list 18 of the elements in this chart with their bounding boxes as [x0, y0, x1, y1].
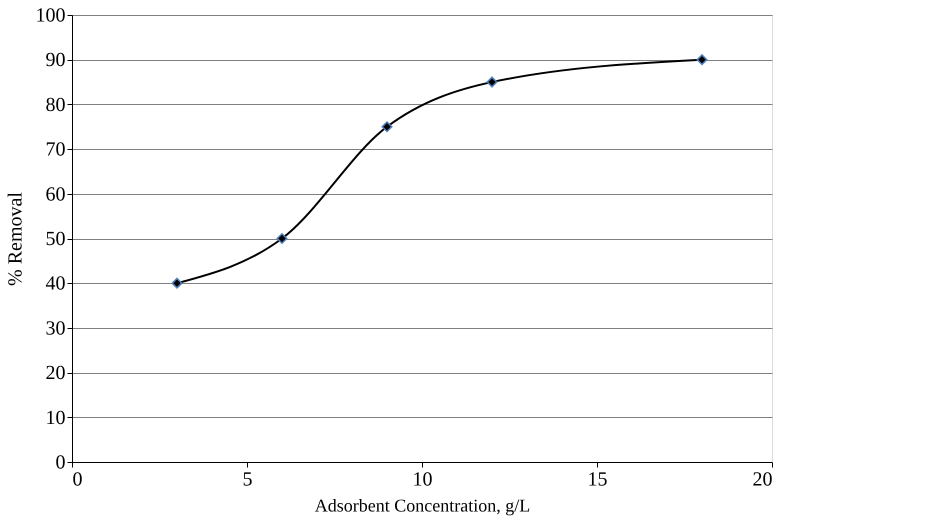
x-axis-title: Adsorbent Concentration, g/L	[314, 496, 530, 516]
y-tick-label: 80	[46, 94, 66, 116]
y-tick-label: 100	[36, 4, 66, 26]
x-tick-label: 5	[242, 468, 252, 490]
y-axis-title: % Removal	[4, 192, 26, 286]
y-tick-label: 70	[46, 138, 66, 161]
y-tick-label: 0	[56, 452, 66, 474]
x-tick-label: 10	[412, 468, 432, 490]
y-tick-label: 40	[46, 272, 66, 295]
x-tick-label: 20	[752, 468, 772, 490]
y-tick-label: 50	[46, 228, 66, 250]
x-tick-label: 0	[72, 468, 82, 490]
x-tick-label: 15	[588, 468, 608, 490]
y-tick-label: 20	[46, 362, 66, 384]
y-tick-label: 90	[46, 49, 66, 72]
y-tick-label: 60	[46, 183, 66, 206]
y-tick-label: 10	[46, 406, 66, 429]
y-tick-label: 30	[46, 317, 66, 340]
